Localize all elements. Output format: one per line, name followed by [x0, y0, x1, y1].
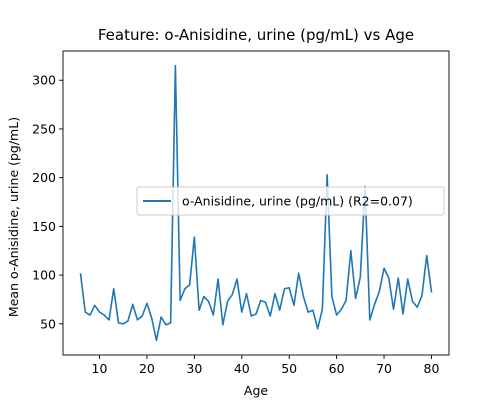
- y-tick-label: 150: [32, 219, 56, 234]
- series-line: [79, 64, 433, 342]
- chart-title: Feature: o-Anisidine, urine (pg/mL) vs A…: [98, 26, 414, 44]
- y-tick-label: 100: [32, 268, 56, 283]
- x-tick-label: 30: [186, 361, 202, 376]
- y-tick-label: 250: [32, 121, 56, 136]
- y-axis-title: Mean o-Anisidine, urine (pg/mL): [6, 117, 21, 317]
- x-tick-label: 50: [281, 361, 297, 376]
- y-tick-label: 200: [32, 170, 56, 185]
- legend-frame: [136, 186, 445, 216]
- plot-area: [62, 50, 450, 356]
- legend-label: o-Anisidine, urine (pg/mL) (R2=0.07): [182, 194, 413, 209]
- y-tick-label: 300: [32, 73, 56, 88]
- x-axis: 10 20 30 40 50 60 70 80: [92, 355, 440, 376]
- axes-frame: [62, 50, 450, 356]
- x-axis-title: Age: [244, 383, 268, 398]
- y-axis: 50 100 150 200 250 300: [32, 73, 63, 331]
- x-tick-label: 70: [376, 361, 392, 376]
- x-tick-label: 10: [92, 361, 108, 376]
- legend: o-Anisidine, urine (pg/mL) (R2=0.07): [136, 186, 445, 216]
- x-tick-label: 80: [424, 361, 440, 376]
- y-tick-label: 50: [40, 316, 56, 331]
- x-tick-label: 40: [234, 361, 250, 376]
- x-tick-label: 20: [139, 361, 155, 376]
- x-tick-label: 60: [329, 361, 345, 376]
